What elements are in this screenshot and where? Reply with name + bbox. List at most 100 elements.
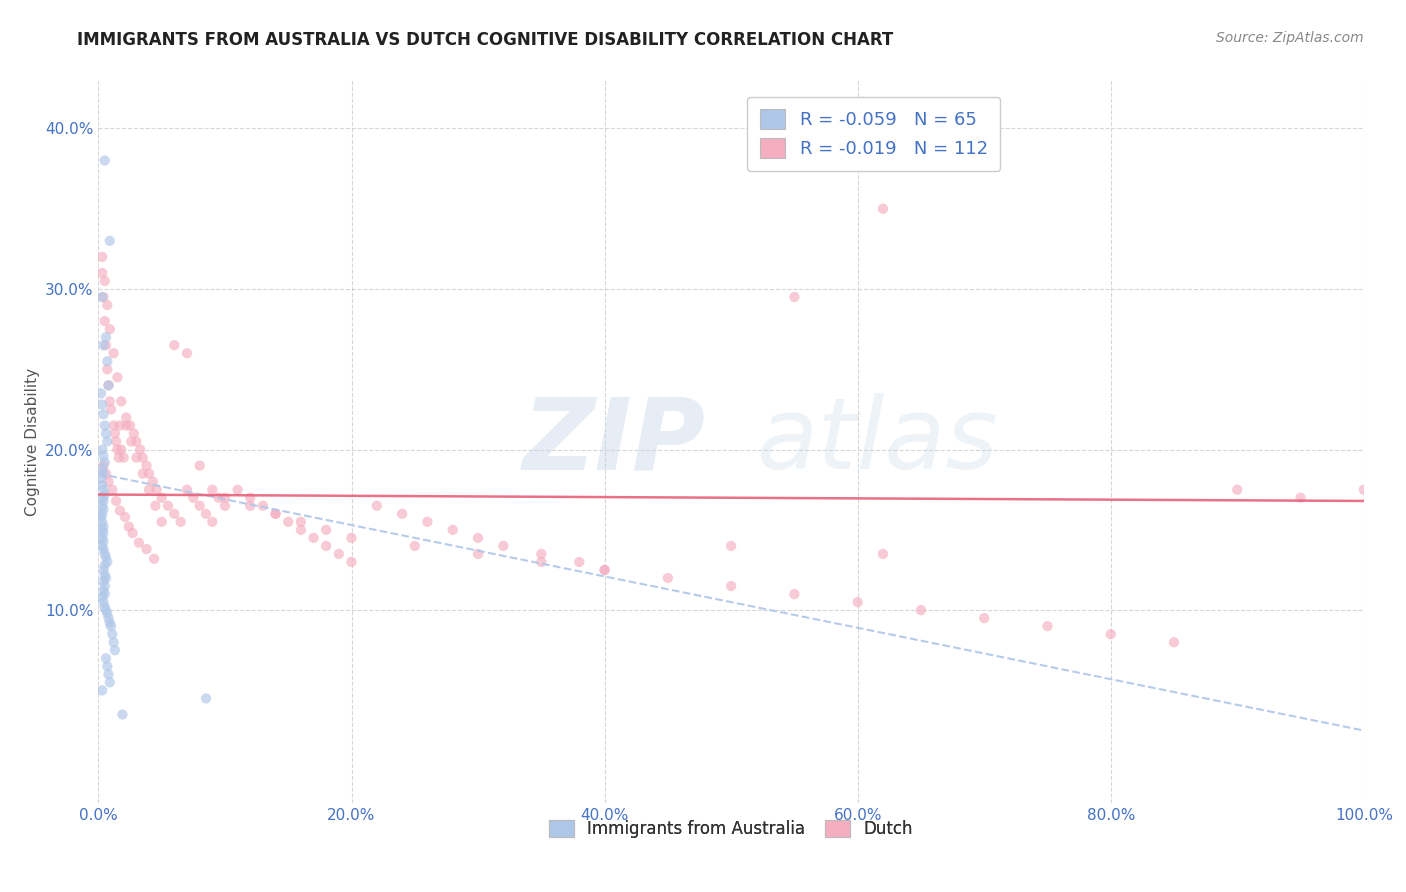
Point: [94, 330, 117, 344]
Point: [93, 274, 117, 288]
Point: [93, 558, 117, 573]
Point: [125, 434, 148, 449]
Point: [90, 510, 112, 524]
Point: [93, 574, 115, 589]
Point: [97, 611, 120, 625]
Point: [120, 434, 142, 449]
Point: [115, 410, 138, 425]
Point: [91, 478, 114, 492]
Point: [93, 290, 115, 304]
Point: [96, 298, 118, 312]
Point: [100, 619, 122, 633]
Point: [492, 539, 515, 553]
Point: [101, 627, 124, 641]
Point: [108, 418, 131, 433]
Point: [302, 531, 325, 545]
Point: [93, 583, 115, 598]
Point: [93, 455, 117, 469]
Point: [1099, 627, 1122, 641]
Point: [366, 499, 388, 513]
Point: [93, 487, 117, 501]
Point: [157, 499, 180, 513]
Point: [340, 531, 363, 545]
Legend: Immigrants from Australia, Dutch: Immigrants from Australia, Dutch: [543, 814, 920, 845]
Point: [145, 499, 166, 513]
Point: [973, 611, 995, 625]
Point: [91, 266, 114, 280]
Point: [93, 338, 115, 352]
Point: [530, 547, 553, 561]
Point: [194, 691, 218, 706]
Point: [108, 503, 131, 517]
Point: [98, 675, 121, 690]
Point: [91, 683, 114, 698]
Point: [96, 607, 118, 621]
Point: [97, 667, 120, 681]
Point: [103, 635, 125, 649]
Point: [91, 591, 114, 605]
Point: [103, 418, 125, 433]
Point: [128, 535, 150, 549]
Point: [239, 491, 262, 505]
Point: [118, 519, 141, 533]
Point: [404, 539, 426, 553]
Point: [114, 510, 136, 524]
Point: [568, 555, 591, 569]
Point: [96, 659, 118, 673]
Point: [98, 394, 121, 409]
Point: [94, 571, 117, 585]
Point: [93, 519, 115, 533]
Point: [593, 563, 616, 577]
Point: [91, 442, 114, 457]
Point: [783, 290, 806, 304]
Point: [129, 442, 152, 457]
Point: [98, 615, 121, 630]
Point: [93, 542, 115, 557]
Point: [98, 234, 121, 248]
Point: [176, 483, 198, 497]
Point: [93, 579, 117, 593]
Point: [107, 442, 129, 457]
Point: [138, 467, 160, 481]
Point: [132, 467, 155, 481]
Point: [188, 499, 211, 513]
Text: atlas: atlas: [756, 393, 998, 490]
Point: [163, 507, 186, 521]
Point: [328, 547, 350, 561]
Point: [97, 475, 120, 489]
Point: [1289, 491, 1312, 505]
Point: [252, 499, 274, 513]
Point: [93, 587, 117, 601]
Point: [91, 499, 114, 513]
Point: [91, 290, 114, 304]
Point: [201, 483, 224, 497]
Point: [530, 555, 553, 569]
Point: [91, 531, 114, 545]
Point: [1036, 619, 1059, 633]
Point: [1163, 635, 1185, 649]
Point: [107, 370, 129, 384]
Point: [110, 442, 132, 457]
Point: [94, 603, 117, 617]
Point: [315, 523, 337, 537]
Point: [91, 539, 114, 553]
Point: [593, 563, 616, 577]
Point: [94, 338, 117, 352]
Point: [93, 595, 115, 609]
Point: [214, 491, 236, 505]
Point: [150, 491, 173, 505]
Point: [135, 542, 157, 557]
Point: [467, 531, 489, 545]
Point: [93, 599, 117, 614]
Point: [467, 547, 489, 561]
Point: [183, 491, 205, 505]
Point: [97, 378, 120, 392]
Point: [340, 555, 363, 569]
Point: [112, 450, 135, 465]
Point: [91, 398, 114, 412]
Point: [163, 338, 186, 352]
Point: [290, 515, 312, 529]
Point: [93, 467, 115, 481]
Point: [290, 523, 312, 537]
Point: [94, 651, 117, 665]
